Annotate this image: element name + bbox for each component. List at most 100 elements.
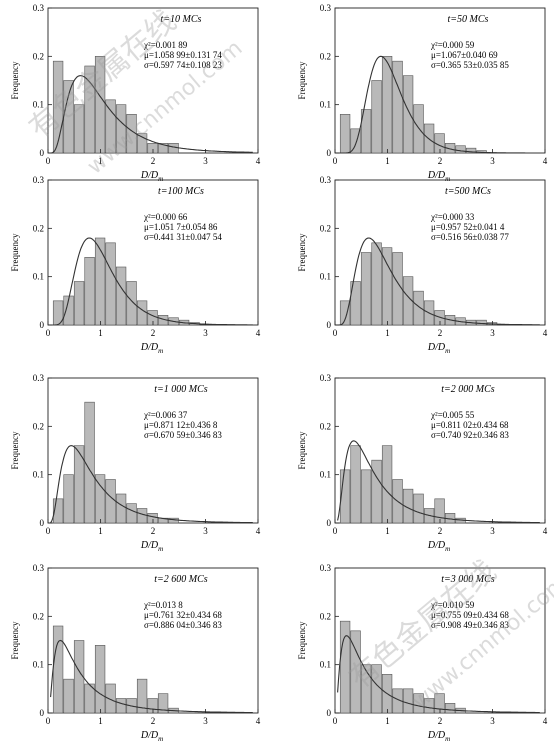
histogram-bar (350, 128, 361, 154)
x-tick-label: 2 (151, 526, 156, 536)
y-axis-label: Frequency (297, 61, 307, 99)
fit-statistic: μ=0.761 32±0.434 68 (144, 610, 222, 620)
x-tick-label: 1 (385, 156, 390, 166)
x-tick-label: 0 (46, 156, 51, 166)
x-tick-label: 0 (333, 328, 338, 338)
histogram-panel: 0 1 2 3 4 0 0.1 0.2 0.3 Frequency D/Dm t=2 000 MCs χ… (297, 373, 548, 553)
histogram-bar (339, 114, 351, 154)
histogram-bar (392, 60, 403, 154)
fit-statistic: σ=0.516 56±0.038 77 (431, 232, 509, 242)
fit-statistic: σ=0.441 31±0.047 54 (144, 232, 222, 242)
x-tick-label: 4 (256, 328, 261, 338)
x-tick-label: 4 (543, 526, 548, 536)
x-tick-label: 0 (46, 716, 51, 726)
y-tick-label: 0 (40, 518, 45, 528)
y-tick-label: 0 (40, 148, 45, 158)
histogram-bar (63, 474, 74, 524)
histogram-panel: 0 1 2 3 4 0 0.1 0.2 0.3 Frequency D/Dm t=100 MCs χ²=… (10, 175, 261, 355)
x-tick-label: 4 (256, 716, 261, 726)
histogram-bar (339, 620, 351, 714)
histogram-bar (63, 295, 74, 326)
x-tick-label: 2 (438, 328, 443, 338)
y-tick-label: 0.1 (33, 470, 44, 480)
y-tick-label: 0 (327, 518, 332, 528)
histogram-bar (455, 145, 466, 154)
x-tick-label: 3 (490, 716, 495, 726)
fit-statistic: μ=0.957 52±0.041 4 (431, 222, 505, 232)
histogram-bar (402, 488, 414, 524)
fit-statistic: σ=0.886 04±0.346 83 (144, 620, 222, 630)
histogram-panel: 0 1 2 3 4 0 0.1 0.2 0.3 Frequency D/Dm t=50 MCs χ²=0… (297, 3, 548, 183)
histogram-bar (371, 80, 382, 154)
x-tick-label: 1 (385, 526, 390, 536)
histogram-bar (136, 508, 148, 524)
histogram-bar (105, 242, 116, 326)
fit-curve (337, 635, 540, 714)
histogram-bar (157, 693, 169, 714)
fit-statistic: σ=0.597 74±0.108 23 (144, 60, 222, 70)
x-tick-label: 4 (543, 156, 548, 166)
fit-curve (50, 445, 253, 524)
x-tick-label: 4 (543, 716, 548, 726)
histogram-bar (339, 469, 351, 524)
fit-statistic: μ=0.811 02±0.434 68 (431, 420, 509, 430)
histogram-bar (94, 645, 106, 714)
y-tick-label: 0.1 (33, 100, 44, 110)
y-axis-label: Frequency (10, 233, 20, 271)
histogram-bar (105, 683, 116, 714)
y-tick-label: 0.1 (320, 272, 331, 282)
fit-statistic: σ=0.365 53±0.035 85 (431, 60, 509, 70)
y-tick-label: 0.2 (33, 223, 44, 233)
y-tick-label: 0.3 (320, 373, 332, 383)
y-axis-label: Frequency (10, 61, 20, 99)
histogram-bar (115, 266, 127, 326)
fit-statistic: χ²=0.000 59 (430, 40, 475, 50)
x-tick-label: 2 (438, 716, 443, 726)
histogram-bar (413, 290, 424, 326)
histogram-bar (73, 281, 85, 326)
y-tick-label: 0.2 (320, 223, 331, 233)
y-tick-label: 0 (327, 148, 332, 158)
fit-curve (337, 55, 540, 154)
x-tick-label: 4 (543, 328, 548, 338)
y-tick-label: 0.1 (320, 100, 331, 110)
y-axis-label: Frequency (10, 621, 20, 659)
histogram-bar (402, 688, 414, 714)
histogram-bar (84, 401, 95, 524)
x-tick-label: 1 (385, 716, 390, 726)
x-tick-label: 1 (385, 328, 390, 338)
y-tick-label: 0.1 (320, 660, 331, 670)
panel-title: t=3 000 MCs (441, 574, 495, 585)
fit-curve (337, 237, 540, 326)
y-tick-label: 0 (40, 708, 45, 718)
y-axis-label: Frequency (297, 431, 307, 469)
fit-statistic: μ=0.871 12±0.436 8 (144, 420, 218, 430)
y-tick-label: 0.1 (320, 470, 331, 480)
histogram-bar (381, 445, 393, 524)
y-tick-label: 0 (327, 708, 332, 718)
x-tick-label: 2 (151, 156, 156, 166)
x-tick-label: 3 (203, 526, 208, 536)
x-tick-label: 3 (490, 156, 495, 166)
histogram-panel: 0 1 2 3 4 0 0.1 0.2 0.3 Frequency D/Dm t=500 MCs χ²=… (297, 175, 548, 355)
x-axis-label: D/Dm (140, 170, 163, 183)
x-tick-label: 3 (203, 328, 208, 338)
x-tick-label: 0 (333, 716, 338, 726)
histogram-bar (84, 257, 95, 326)
histogram-bar (126, 281, 137, 326)
x-tick-label: 4 (256, 156, 261, 166)
fit-statistic: χ²=0.001 89 (143, 40, 188, 50)
x-axis-label: D/Dm (140, 730, 163, 743)
histogram-bar (168, 143, 179, 154)
histogram-bar (371, 459, 382, 524)
y-tick-label: 0.2 (320, 611, 331, 621)
x-tick-label: 1 (98, 156, 103, 166)
histogram-bar (157, 143, 169, 154)
histogram-bar (63, 678, 74, 714)
histogram-bar (73, 640, 85, 714)
fit-curve (50, 75, 253, 154)
fit-statistic: χ²=0.010 59 (430, 600, 475, 610)
x-tick-label: 1 (98, 526, 103, 536)
histogram-bar (115, 104, 127, 154)
histogram-bar (350, 281, 361, 326)
